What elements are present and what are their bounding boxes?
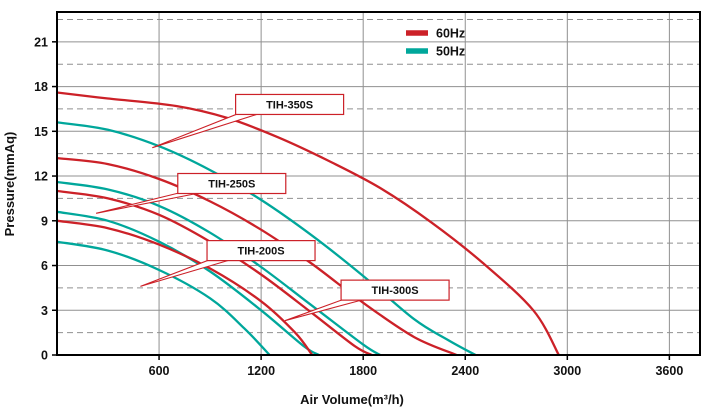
plot-frame [56,11,701,356]
y-tick-label: 21 [34,35,48,49]
x-tick-label: 3000 [553,364,581,378]
legend: 60Hz 50Hz [406,27,465,59]
x-tick-label: 3600 [655,364,683,378]
y-tick-label: 0 [41,349,48,363]
tick-labels: 600 1200 1800 2400 3000 3600 0 3 6 9 12 15 18 21 [34,35,683,378]
x-tick-label: 1200 [247,364,275,378]
callout-box [177,172,287,195]
callout-box [235,93,345,116]
callout-box [340,279,450,301]
y-tick-label: 9 [41,214,48,228]
performance-curves [57,91,560,355]
y-tick-label: 6 [41,259,48,273]
y-tick-label: 12 [34,170,48,184]
x-tick-label: 600 [149,364,170,378]
y-tick-label: 18 [34,80,48,94]
legend-label-60Hz: 60Hz [436,27,465,41]
y-tick-label: 3 [41,304,48,318]
x-tick-label: 1800 [349,364,377,378]
curve-TIH-250S-50Hz [57,210,321,355]
curve-TIH-200S-60Hz [57,219,314,355]
curve-TIH-200S-50Hz [57,240,271,355]
callout-label-TIH-250S: TIH-250S [208,179,255,191]
curve-TIH-350S-50Hz [57,121,477,355]
model-callouts: TIH-350S TIH-250S TIH-200S TIH-300S [95,93,450,322]
legend-label-50Hz: 50Hz [436,45,465,59]
x-tick-label: 2400 [451,364,479,378]
y-tick-label: 15 [34,125,48,139]
callout-label-TIH-200S: TIH-200S [237,246,284,258]
curve-TIH-350S-60Hz [57,91,560,355]
callout-label-TIH-350S: TIH-350S [266,99,313,111]
callout-box [206,240,316,262]
x-axis-title: Air Volume(m³/h) [300,392,404,407]
callout-pointer [152,112,260,149]
y-axis-title: Pressure(mmAq) [2,132,17,237]
plot-border [56,11,701,356]
curve-TIH-300S-60Hz [57,156,458,355]
callout-label-TIH-300S: TIH-300S [372,285,419,297]
gridlines [57,12,700,355]
